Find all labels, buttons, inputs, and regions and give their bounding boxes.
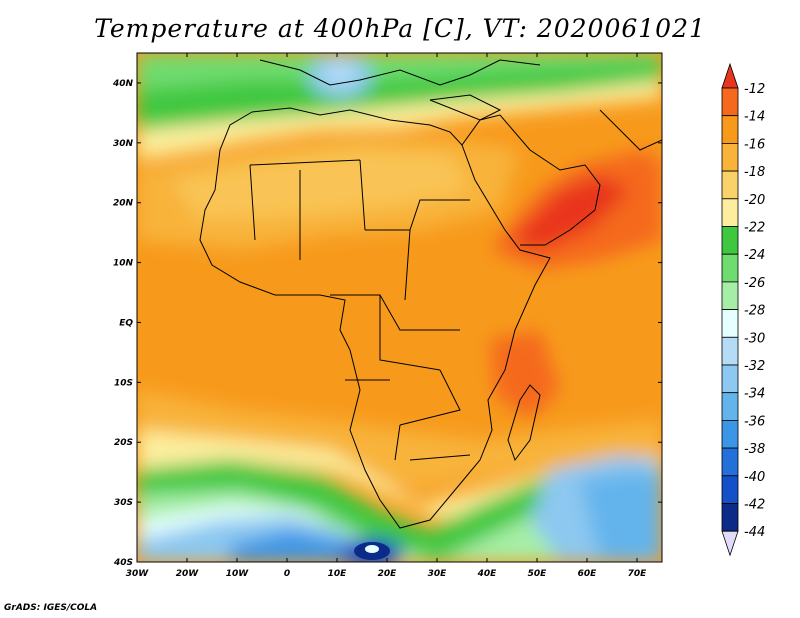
colorbar-label: -30 (744, 331, 765, 346)
lat-label-30n: 30N (113, 139, 134, 149)
colorbar-label: -26 (744, 276, 765, 291)
colorbar (721, 62, 739, 557)
lat-label-40n: 40N (112, 79, 134, 89)
lon-label-20w: 20W (176, 569, 200, 579)
colorbar-label: -20 (744, 193, 765, 208)
colorbar-labels: -12 -14 -16 -18 -20 -22 -24 -26 -28 -30 -32 -34 -36 -… (744, 82, 765, 540)
lon-label-30w: 30W (126, 569, 150, 579)
colorbar-swatch (721, 62, 739, 89)
colorbar-label: -34 (744, 387, 765, 402)
colorbar-swatch (721, 198, 739, 227)
lon-label-70e: 70E (628, 569, 648, 579)
temperature-field (137, 53, 662, 562)
lat-label-40s: 40S (113, 558, 133, 568)
colorbar-swatch (721, 364, 739, 394)
colorbar-label: -16 (744, 137, 765, 152)
colorbar-swatch (721, 170, 739, 200)
lat-label-eq: EQ (119, 318, 133, 328)
colorbar-label: -42 (744, 498, 765, 513)
lon-label-50e: 50E (528, 569, 548, 579)
longitude-labels: 30W 20W 10W 0 10E 20E 30E 40E 50E 60E 70E (126, 569, 647, 579)
lon-label-0: 0 (284, 569, 290, 579)
colorbar-label: -44 (744, 525, 765, 540)
grads-credit: GrADS: IGES/COLA (4, 603, 98, 613)
latitude-labels: 40N 30N 20N 10N EQ 10S 20S 30S 40S (112, 79, 134, 568)
colorbar-label: -14 (744, 110, 765, 125)
lon-label-20e: 20E (378, 569, 398, 579)
map-title: Temperature at 400hPa [C], VT: 202006102… (94, 14, 706, 43)
lat-label-10s: 10S (114, 378, 133, 388)
lat-label-20n: 20N (113, 199, 134, 209)
colorbar-swatch (721, 530, 739, 557)
colorbar-swatch (721, 87, 739, 117)
lon-label-10e: 10E (328, 569, 348, 579)
colorbar-swatch (721, 253, 739, 283)
colorbar-label: -12 (744, 82, 765, 97)
lon-label-10w: 10W (226, 569, 250, 579)
lat-label-20s: 20S (114, 438, 133, 448)
colorbar-swatch (721, 503, 739, 532)
colorbar-swatch (721, 142, 739, 172)
colorbar-swatch (721, 447, 739, 477)
map-frame (136, 52, 663, 563)
colorbar-swatch (721, 309, 739, 338)
colorbar-label: -22 (744, 221, 765, 236)
colorbar-swatch (721, 475, 739, 504)
colorbar-swatch (721, 419, 739, 449)
colorbar-swatch (721, 336, 739, 366)
colorbar-label: -32 (744, 359, 765, 374)
colorbar-label: -24 (744, 248, 765, 263)
colorbar-label: -18 (744, 165, 765, 180)
colorbar-swatch (721, 115, 739, 144)
colorbar-label: -36 (744, 414, 765, 429)
lon-label-30e: 30E (428, 569, 448, 579)
lon-label-40e: 40E (477, 569, 498, 579)
coastlines (199, 59, 662, 529)
lat-label-10n: 10N (113, 259, 134, 269)
lat-label-30s: 30S (114, 498, 133, 508)
colorbar-swatch (721, 226, 739, 255)
colorbar-label: -28 (744, 304, 765, 319)
lon-label-60e: 60E (578, 569, 598, 579)
colorbar-swatch (721, 392, 739, 421)
colorbar-label: -40 (744, 470, 765, 485)
colorbar-swatch (721, 281, 739, 310)
colorbar-label: -38 (744, 442, 765, 457)
